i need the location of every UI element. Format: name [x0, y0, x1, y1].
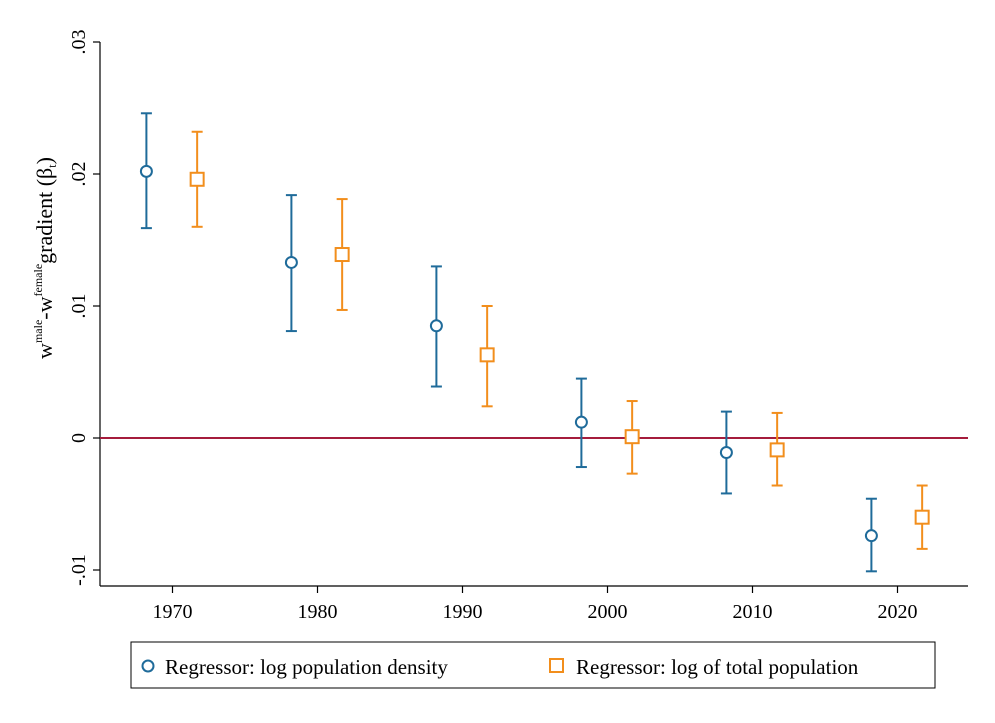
legend-circle-marker [141, 659, 155, 673]
ylabel-male-sup: male [31, 320, 45, 343]
legend-label-density: Regressor: log population density [165, 655, 448, 679]
y-axis-title: wmale-wfemalegradient (βt) [31, 157, 59, 359]
data-point-square [479, 347, 495, 363]
series-layer [139, 112, 930, 573]
series-total-population [189, 130, 930, 550]
legend: Regressor: log population density Regres… [130, 641, 936, 689]
data-point-circle [139, 164, 153, 178]
data-point-circle [864, 529, 878, 543]
data-point-square [914, 509, 930, 525]
ylabel-close-paren: ) [32, 157, 57, 164]
x-tick-label: 1980 [298, 601, 338, 623]
y-tick-label: .01 [68, 294, 90, 319]
series-density [139, 112, 878, 573]
y-tick-label: -.01 [68, 554, 90, 586]
legend-label-total: Regressor: log of total population [576, 655, 859, 679]
ylabel-gradient: gradient (β [32, 168, 57, 264]
x-tick-label: 1990 [443, 601, 483, 623]
x-tick-label: 2010 [733, 601, 773, 623]
legend-box [130, 641, 936, 689]
x-ticks: 1970 1980 1990 2000 2010 2020 [153, 586, 918, 623]
ylabel-minus-w: -w [32, 296, 57, 319]
data-point-square [624, 429, 640, 445]
data-point-circle [574, 415, 588, 429]
x-tick-label: 2020 [878, 601, 918, 623]
y-ticks: -.01 0 .01 .02 .03 [68, 30, 100, 586]
data-point-square [334, 247, 350, 263]
data-point-circle [429, 319, 443, 333]
ylabel-w: w [32, 343, 57, 359]
ylabel-t-sub: t [45, 164, 59, 168]
x-tick-label: 2000 [588, 601, 628, 623]
data-point-square [769, 442, 785, 458]
y-tick-label: 0 [68, 433, 90, 443]
y-tick-label: .03 [68, 30, 90, 55]
data-point-circle [719, 446, 733, 460]
data-point-circle [284, 255, 298, 269]
ylabel-female-sup: female [31, 264, 45, 297]
x-tick-label: 1970 [153, 601, 193, 623]
legend-square-marker [549, 658, 564, 673]
data-point-square [189, 171, 205, 187]
y-tick-label: .02 [68, 162, 90, 187]
